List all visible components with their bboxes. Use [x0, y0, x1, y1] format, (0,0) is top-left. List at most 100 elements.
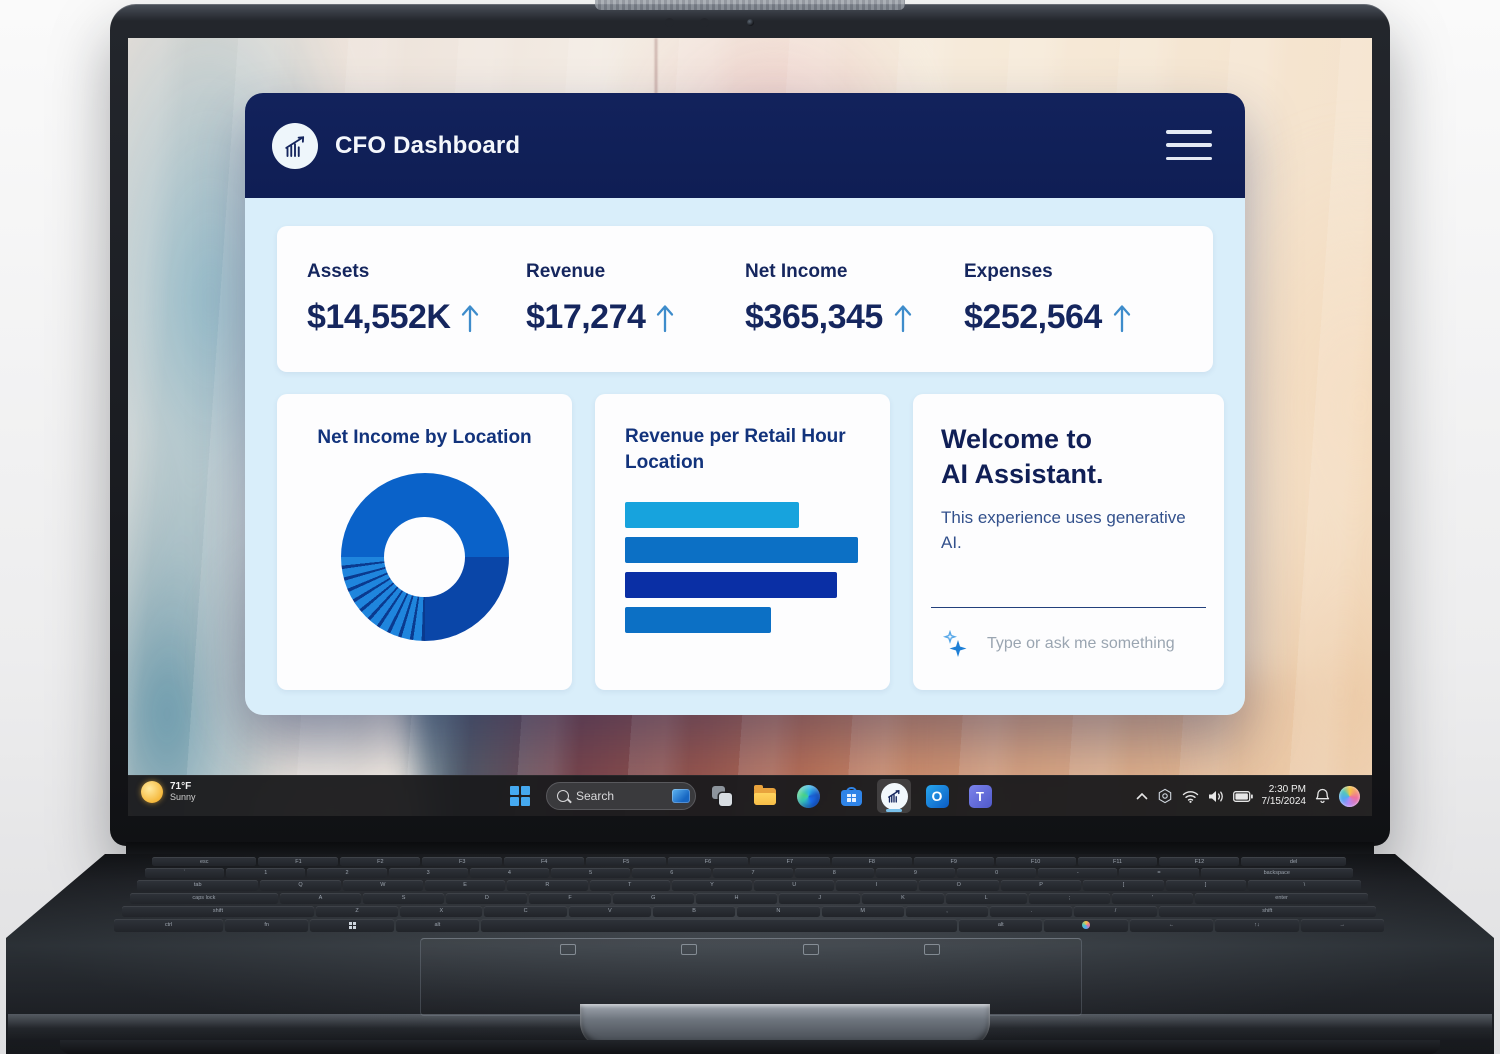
key-.: .	[990, 905, 1073, 917]
bar-segment-4	[625, 607, 771, 633]
key-8: 8	[794, 868, 874, 878]
touchpad-camera-icon	[560, 944, 576, 955]
kpi-strip: Assets $14,552K Revenue $17,274 Net Income $3…	[277, 226, 1213, 372]
taskbar: 71°F Sunny Search	[128, 775, 1372, 816]
copilot-icon[interactable]	[1339, 785, 1360, 807]
teams-icon: T	[968, 784, 992, 808]
bar-segment-3	[625, 572, 837, 598]
cfo-dashboard-taskbar-button[interactable]	[877, 779, 911, 813]
key-b: B	[653, 905, 736, 917]
key-win	[310, 919, 394, 932]
key-\: \	[1247, 880, 1361, 891]
optimizer-hexagon-icon[interactable]	[1157, 788, 1173, 804]
windows-key-logo	[348, 921, 356, 929]
start-button[interactable]	[503, 779, 537, 813]
key-,: ,	[905, 905, 989, 917]
key--: -	[1038, 868, 1118, 878]
search-icon	[557, 790, 569, 802]
key-fn: fn	[224, 919, 309, 932]
outlook-button[interactable]: O	[920, 779, 954, 813]
weather-widget[interactable]: 71°F Sunny	[141, 781, 196, 803]
key-s: S	[363, 892, 445, 904]
notification-bell-icon[interactable]	[1315, 788, 1330, 804]
key-x: X	[400, 905, 483, 917]
key-←: ←	[1129, 919, 1214, 932]
folder-icon	[754, 784, 776, 805]
kpi-label: Expenses	[964, 261, 1053, 282]
ai-heading-line2: AI Assistant.	[941, 459, 1104, 489]
key-4: 4	[469, 868, 550, 878]
file-explorer-button[interactable]	[748, 779, 782, 813]
windows-logo-icon	[510, 786, 530, 806]
trend-up-arrow-icon	[894, 304, 911, 332]
key-;: ;	[1028, 892, 1110, 904]
key-f11: F11	[1077, 857, 1158, 866]
key-↑↓: ↑↓	[1215, 919, 1299, 932]
edge-button[interactable]	[791, 779, 825, 813]
kpi-net-income: Net Income $365,345	[745, 261, 964, 337]
microsoft-store-button[interactable]	[834, 779, 868, 813]
trend-up-arrow-icon	[462, 304, 479, 332]
ai-description: This experience uses generative AI.	[941, 508, 1186, 552]
wifi-icon[interactable]	[1182, 790, 1199, 803]
line-chart-arrow-icon	[285, 135, 305, 157]
taskbar-clock[interactable]: 2:30 PM 7/15/2024	[1262, 784, 1307, 808]
net-income-by-location-card: Net Income by Location	[277, 394, 572, 690]
key-f: F	[529, 892, 611, 904]
key-f1: F1	[258, 857, 339, 866]
key-n: N	[737, 905, 820, 917]
key-f4: F4	[504, 857, 585, 866]
key-enter: enter	[1195, 892, 1368, 904]
weather-temperature: 71°F	[170, 781, 192, 792]
ai-prompt-input[interactable]	[985, 634, 1196, 654]
key-u: U	[754, 880, 835, 891]
key-3: 3	[388, 868, 468, 878]
app-header: CFO Dashboard	[245, 93, 1245, 198]
battery-icon[interactable]	[1232, 790, 1253, 802]
key-f7: F7	[749, 857, 830, 866]
key-alt: alt	[395, 919, 480, 932]
kpi-revenue: Revenue $17,274	[526, 261, 745, 337]
weather-condition: Sunny	[170, 792, 196, 802]
key-o: O	[918, 880, 999, 891]
key-v: V	[568, 905, 651, 917]
app-body: Assets $14,552K Revenue $17,274 Net Income $3…	[245, 198, 1245, 715]
cfo-dashboard-app-icon	[880, 782, 908, 810]
key-g: G	[612, 892, 694, 904]
tray-chevron-up-icon[interactable]	[1136, 792, 1148, 800]
key-→: →	[1300, 919, 1384, 932]
bar-card-title: Revenue per Retail Hour Location	[625, 426, 846, 473]
donut-card-title: Net Income by Location	[317, 427, 532, 448]
copilot-key-logo	[1082, 921, 1091, 930]
key-f5: F5	[586, 857, 667, 866]
sun-icon	[141, 781, 163, 803]
hamburger-menu-icon[interactable]	[1166, 126, 1212, 164]
key-tab: tab	[137, 880, 259, 891]
key-p: P	[1000, 880, 1082, 891]
volume-icon[interactable]	[1208, 790, 1224, 803]
key-i: I	[836, 880, 917, 891]
trend-up-arrow-icon	[1113, 304, 1130, 332]
task-view-button[interactable]	[705, 779, 739, 813]
teams-button[interactable]: T	[963, 779, 997, 813]
kpi-assets: Assets $14,552K	[307, 261, 526, 337]
bar-chart	[625, 502, 860, 633]
edge-browser-icon	[796, 784, 820, 808]
revenue-per-retail-hour-card: Revenue per Retail Hour Location	[595, 394, 890, 690]
key-0: 0	[957, 868, 1037, 878]
key-shift: shift	[1158, 905, 1376, 917]
clock-date: 7/15/2024	[1261, 796, 1307, 807]
key-j: J	[779, 892, 861, 904]
key-e: E	[424, 880, 506, 891]
key-d: D	[446, 892, 528, 904]
kpi-value: $17,274	[526, 298, 646, 336]
clock-time: 2:30 PM	[1268, 784, 1306, 795]
key-backspace: backspace	[1200, 868, 1353, 878]
kpi-label: Assets	[307, 261, 370, 282]
key-y: Y	[671, 880, 753, 891]
app-title: CFO Dashboard	[335, 131, 521, 159]
key-r: R	[507, 880, 588, 891]
key-l: L	[945, 892, 1027, 904]
taskbar-search[interactable]: Search	[546, 782, 696, 810]
key-': '	[1111, 892, 1194, 904]
